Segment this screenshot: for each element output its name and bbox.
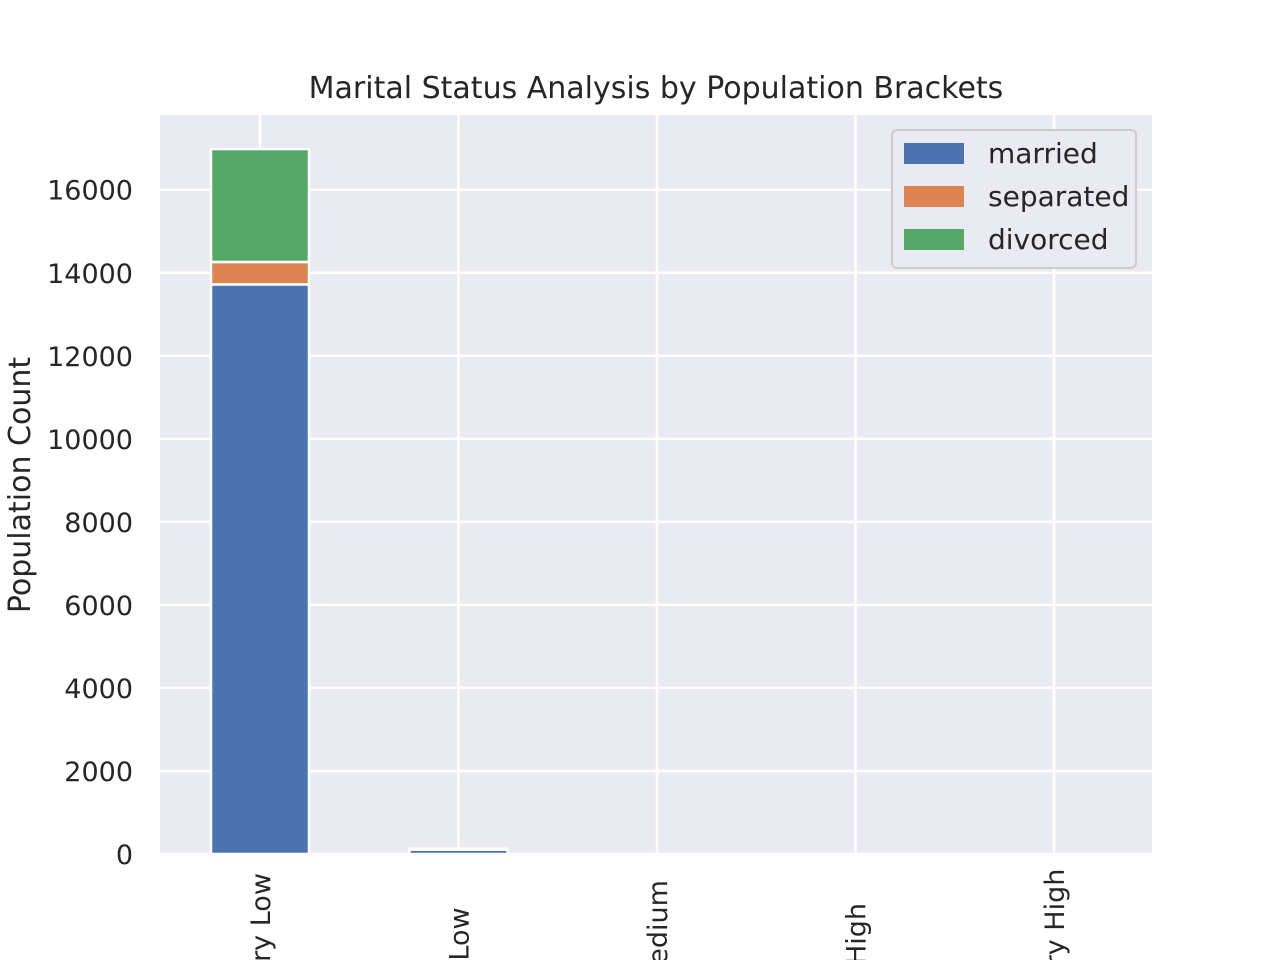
x-tick-label: Very Low [246, 873, 277, 960]
y-tick-label: 4000 [64, 674, 133, 705]
x-tick-label: High [842, 903, 873, 960]
y-tick-label: 2000 [64, 757, 133, 788]
legend-swatch-divorced [904, 229, 964, 250]
legend: married separated divorced [891, 129, 1137, 269]
bar-divorced [408, 847, 509, 851]
y-tick-label: 16000 [47, 176, 133, 207]
x-tick-label: Low [445, 907, 476, 960]
y-tick-label: 10000 [47, 425, 133, 456]
y-tick-label: 0 [116, 840, 133, 871]
x-axis-ticks: Very Low Low Medium High Very High [246, 869, 1071, 965]
bar-divorced [209, 147, 311, 264]
legend-swatch-married [904, 143, 964, 164]
y-tick-label: 12000 [47, 342, 133, 373]
y-axis-label: Population Count [3, 357, 38, 613]
legend-label-married: married [988, 137, 1098, 170]
y-axis-ticks: 0 2000 4000 6000 8000 10000 12000 14000 16000 [47, 176, 133, 871]
x-tick-label: Medium [643, 880, 674, 960]
legend-label-divorced: divorced [988, 223, 1109, 256]
x-tick-label: Very High [1040, 869, 1071, 960]
y-tick-label: 6000 [64, 591, 133, 622]
bars [209, 147, 509, 856]
legend-label-separated: separated [988, 180, 1129, 213]
bar-married [209, 283, 311, 856]
chart-title: Marital Status Analysis by Population Br… [309, 71, 1004, 106]
y-tick-label: 8000 [64, 508, 133, 539]
y-tick-label: 14000 [47, 259, 133, 290]
legend-swatch-separated [904, 186, 964, 207]
bar-separated [209, 260, 311, 286]
